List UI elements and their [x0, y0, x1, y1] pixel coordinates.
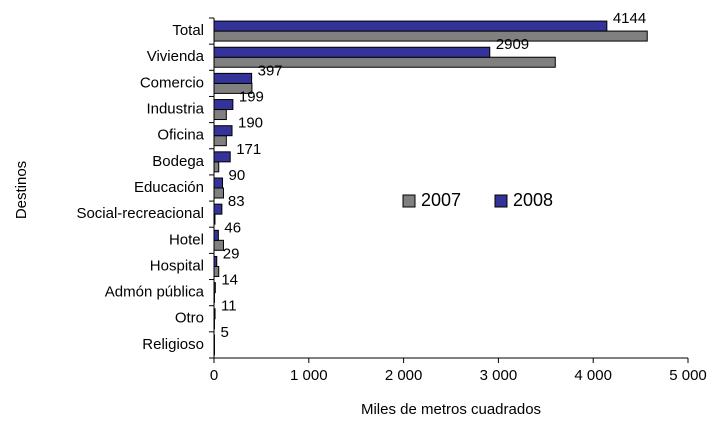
x-axis-title: Miles de metros cuadrados	[361, 401, 541, 418]
value-label: 83	[228, 193, 245, 210]
y-tick-label: Oficina	[157, 127, 204, 144]
bar	[213, 265, 220, 277]
y-tick-label: Otro	[175, 310, 204, 327]
value-label: 11	[221, 298, 237, 315]
x-tick-label: 4 000	[574, 367, 612, 384]
value-label: 2909	[496, 36, 529, 53]
legend-swatch	[494, 194, 508, 208]
bar	[213, 30, 648, 42]
y-tick-label: Social-recreacional	[76, 205, 204, 222]
bar	[213, 151, 231, 163]
x-tick-label: 1 000	[290, 367, 328, 384]
value-label: 46	[224, 219, 241, 236]
x-tick-label: 2 000	[385, 367, 423, 384]
value-label: 14	[221, 272, 238, 289]
value-label: 29	[223, 245, 240, 262]
x-tick-label: 3 000	[480, 367, 518, 384]
bar	[213, 213, 216, 225]
bar	[213, 109, 227, 121]
legend-label: 2008	[513, 190, 553, 210]
x-tick-label: 0	[210, 367, 218, 384]
bar	[213, 282, 216, 294]
value-label: 190	[238, 115, 263, 132]
legend-label: 2007	[421, 190, 461, 210]
bar	[213, 135, 227, 147]
y-tick-label: Religioso	[142, 336, 204, 353]
bar	[213, 20, 608, 32]
bar	[213, 125, 233, 137]
y-tick-label: Admón pública	[105, 284, 205, 301]
bar	[213, 161, 220, 173]
bar	[213, 308, 216, 320]
value-label: 171	[236, 141, 261, 158]
bar	[213, 255, 218, 267]
y-tick-label: Bodega	[152, 153, 204, 170]
bar	[213, 187, 224, 199]
x-tick-label: 5 000	[669, 367, 707, 384]
bar	[213, 46, 491, 58]
legend-swatch	[402, 194, 416, 208]
y-tick-label: Hospital	[150, 257, 204, 274]
bar	[213, 177, 224, 189]
y-tick-label: Total	[172, 22, 204, 39]
y-tick-label: Industria	[146, 101, 204, 118]
bar	[213, 99, 234, 111]
value-label: 4144	[613, 10, 646, 27]
value-label: 199	[239, 89, 264, 106]
bar	[213, 72, 253, 84]
y-axis-title: Destinos	[13, 161, 30, 219]
value-label: 5	[220, 324, 228, 341]
y-tick-label: Vivienda	[147, 48, 205, 65]
bar	[213, 229, 219, 241]
y-tick-label: Educación	[134, 179, 204, 196]
value-label: 397	[258, 62, 283, 79]
value-label: 90	[229, 167, 246, 184]
y-tick-label: Hotel	[169, 231, 204, 248]
bar	[213, 203, 223, 215]
y-tick-label: Comercio	[140, 74, 204, 91]
